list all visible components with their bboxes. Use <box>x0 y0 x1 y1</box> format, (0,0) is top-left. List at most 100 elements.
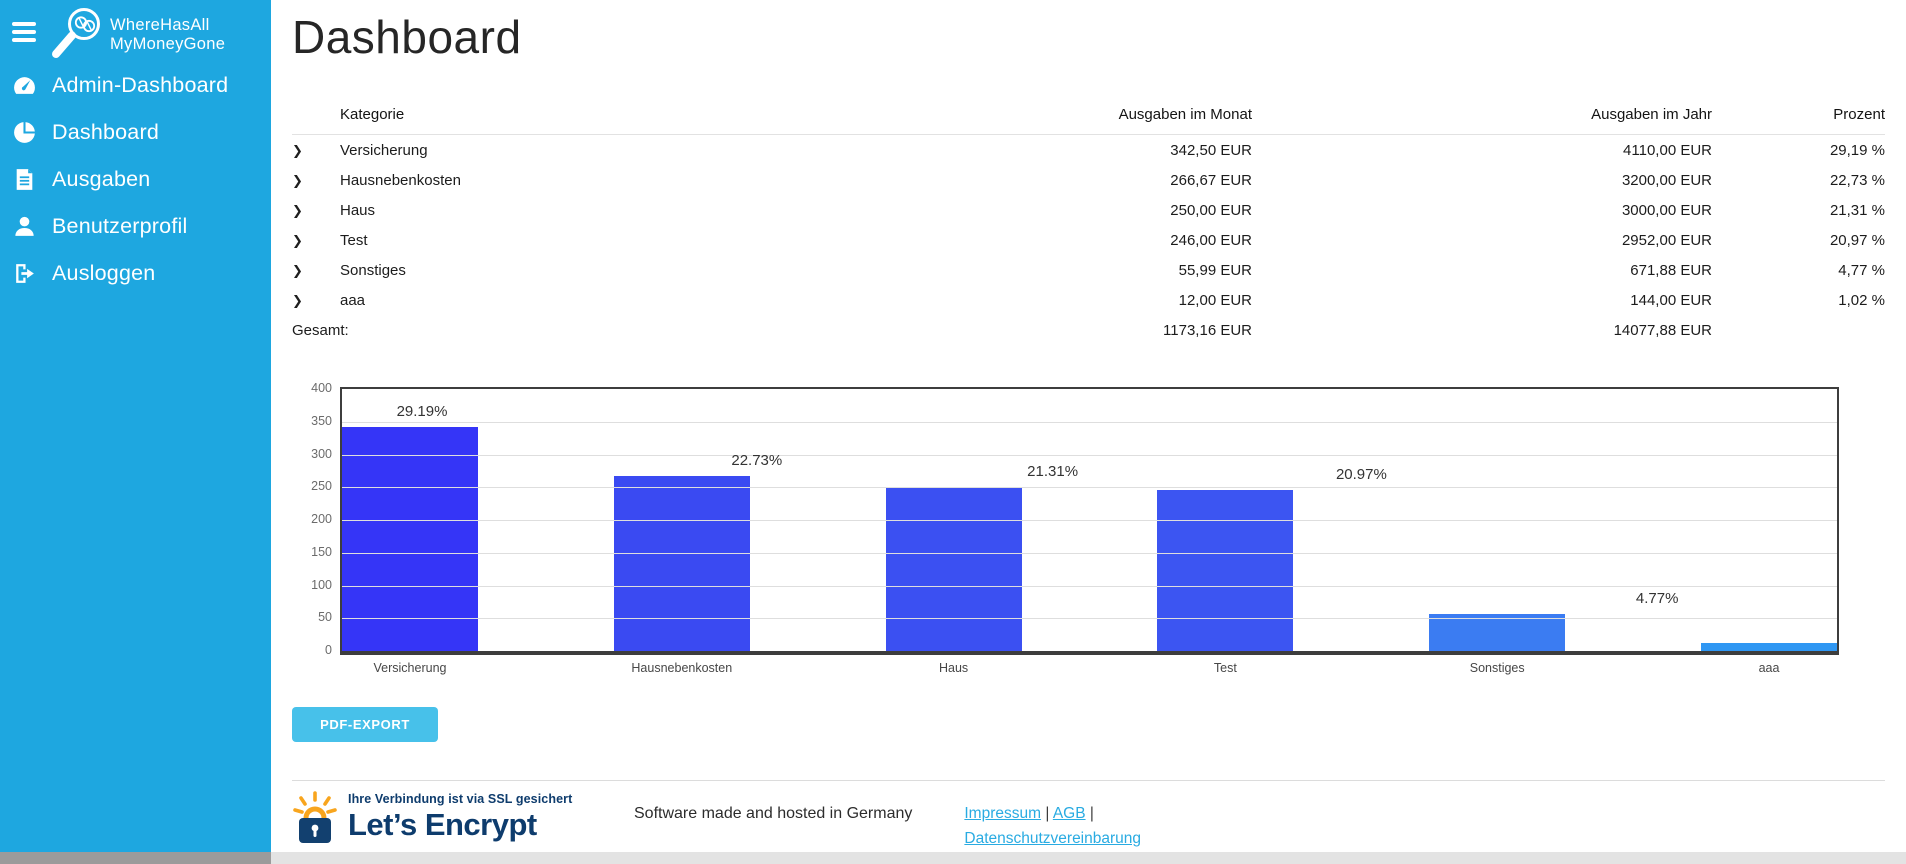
row-expand-chevron-icon[interactable]: ❯ <box>292 262 303 278</box>
y-axis-tick-label: 250 <box>311 479 332 494</box>
lets-encrypt-lock-icon <box>293 791 337 843</box>
row-kategorie: Sonstiges <box>340 261 406 279</box>
app-logo[interactable]: WhereHasAll MyMoneyGone <box>40 3 225 63</box>
row-monat: 342,50 EUR <box>1170 141 1252 159</box>
row-monat: 250,00 EUR <box>1170 201 1252 219</box>
gridline <box>342 552 1837 554</box>
total-monat: 1173,16 EUR <box>1163 321 1252 339</box>
y-axis-tick-label: 200 <box>311 512 332 526</box>
y-axis-tick-label: 50 <box>318 610 332 625</box>
table-row: ❯ aaa 12,00 EUR 144,00 EUR 1,02 % <box>292 285 1885 315</box>
y-axis-tick-label: 400 <box>311 381 332 395</box>
bar-value-label: 22.73% <box>731 452 783 470</box>
table-row: ❯ Haus 250,00 EUR 3000,00 EUR 21,31 % <box>292 195 1885 225</box>
main-content: Dashboard Kategorie Ausgaben im Monat Au… <box>271 0 1906 852</box>
row-expand-chevron-icon[interactable]: ❯ <box>292 142 303 158</box>
y-axis-tick-label: 350 <box>311 413 332 428</box>
app-logo-line1: WhereHasAll <box>110 16 210 34</box>
col-header-ausgaben-monat: Ausgaben im Monat <box>1118 105 1252 123</box>
row-monat: 266,67 EUR <box>1170 171 1252 189</box>
row-prozent: 1,02 % <box>1838 291 1885 309</box>
sidebar-item-benutzerprofil[interactable]: Benutzerprofil <box>0 203 271 250</box>
x-axis-category-label: Sonstiges <box>1469 661 1525 675</box>
gridline <box>342 454 1837 456</box>
x-axis-category-label: Haus <box>939 661 969 675</box>
sidebar-item-label: Admin-Dashboard <box>52 73 229 97</box>
sidebar-item-admin-dashboard[interactable]: Admin-Dashboard <box>0 62 271 109</box>
bar-value-label: 29.19% <box>396 402 448 420</box>
window-bottom-edge <box>0 852 1906 864</box>
gridline <box>342 421 1837 423</box>
bar-versicherung[interactable] <box>342 426 478 651</box>
row-kategorie: Versicherung <box>340 141 428 159</box>
row-kategorie: Test <box>340 231 368 249</box>
expenses-table: Kategorie Ausgaben im Monat Ausgaben im … <box>292 94 1885 345</box>
lets-encrypt-wordmark: Let’s Encrypt <box>348 807 537 842</box>
col-header-kategorie: Kategorie <box>340 105 405 123</box>
page-title: Dashboard <box>292 11 522 63</box>
row-prozent: 20,97 % <box>1829 231 1885 249</box>
table-row: ❯ Versicherung 342,50 EUR 4110,00 EUR 29,19 … <box>292 135 1885 165</box>
row-jahr: 144,00 EUR <box>1630 291 1712 309</box>
lets-encrypt-block: Ihre Verbindung ist via SSL gesichert Le… <box>292 790 592 864</box>
bar-hausnebenkosten[interactable] <box>613 476 750 651</box>
bar-aaa[interactable] <box>1701 643 1837 651</box>
pie-chart-icon <box>12 120 37 145</box>
ssl-note: Ihre Verbindung ist via SSL gesichert <box>348 792 573 806</box>
link-separator: | <box>1085 805 1094 822</box>
app-logo-text: WhereHasAll MyMoneyGone <box>110 16 225 53</box>
sidebar-item-label: Ausloggen <box>52 261 156 285</box>
table-row: ❯ Hausnebenkosten 266,67 EUR 3200,00 EUR 22,… <box>292 165 1885 195</box>
x-axis-category-label: Versicherung <box>373 661 447 675</box>
bar-test[interactable] <box>1157 489 1294 651</box>
sidebar: WhereHasAll MyMoneyGone Admin-Dashboard D… <box>0 0 271 852</box>
col-header-prozent: Prozent <box>1833 105 1885 123</box>
row-jahr: 3000,00 EUR <box>1621 201 1712 219</box>
link-separator: | <box>1041 805 1053 822</box>
row-jahr: 2952,00 EUR <box>1621 231 1712 249</box>
lets-encrypt-text: Ihre Verbindung ist via SSL gesichert Le… <box>348 790 572 864</box>
row-jahr: 3200,00 EUR <box>1621 171 1712 189</box>
x-axis-category-label: Test <box>1213 661 1237 675</box>
footer: Ihre Verbindung ist via SSL gesichert Le… <box>292 780 1885 864</box>
bar-value-label: 20.97% <box>1335 465 1387 483</box>
table-body: ❯ Versicherung 342,50 EUR 4110,00 EUR 29,19 … <box>292 135 1885 315</box>
total-jahr: 14077,88 EUR <box>1613 321 1712 339</box>
footer-link-impressum[interactable]: Impressum <box>964 805 1042 822</box>
bar-haus[interactable] <box>885 487 1022 651</box>
y-axis-tick-label: 100 <box>311 577 332 592</box>
total-label: Gesamt: <box>292 321 349 339</box>
row-expand-chevron-icon[interactable]: ❯ <box>292 232 303 248</box>
bar-sonstiges[interactable] <box>1429 614 1566 651</box>
bar-value-label: 4.77% <box>1635 590 1679 608</box>
gridline <box>342 585 1837 587</box>
app-logo-line2: MyMoneyGone <box>110 34 226 53</box>
sidebar-item-label: Dashboard <box>52 120 159 144</box>
row-expand-chevron-icon[interactable]: ❯ <box>292 292 303 308</box>
row-kategorie: Haus <box>340 201 376 219</box>
row-monat: 246,00 EUR <box>1170 231 1252 249</box>
sidebar-item-ausgaben[interactable]: Ausgaben <box>0 156 271 203</box>
sidebar-item-ausloggen[interactable]: Ausloggen <box>0 250 271 297</box>
table-row: ❯ Sonstiges 55,99 EUR 671,88 EUR 4,77 % <box>292 255 1885 285</box>
footer-link-datenschutzvereinbarung[interactable]: Datenschutzvereinbarung <box>964 830 1142 847</box>
row-kategorie: Hausnebenkosten <box>340 171 461 189</box>
sidebar-item-label: Benutzerprofil <box>52 214 188 238</box>
row-monat: 55,99 EUR <box>1178 261 1252 279</box>
gridline <box>342 520 1837 521</box>
sidebar-item-dashboard[interactable]: Dashboard <box>0 109 271 156</box>
pdf-export-button[interactable]: PDF-EXPORT <box>292 707 438 742</box>
gauge-icon <box>12 73 37 98</box>
row-expand-chevron-icon[interactable]: ❯ <box>292 202 303 218</box>
footer-link-agb[interactable]: AGB <box>1052 805 1086 822</box>
table-header-row: Kategorie Ausgaben im Monat Ausgaben im … <box>292 94 1885 135</box>
row-prozent: 4,77 % <box>1838 261 1885 279</box>
document-icon <box>12 167 37 192</box>
gridline <box>342 487 1837 489</box>
y-axis-tick-label: 300 <box>311 446 332 461</box>
sidebar-item-label: Ausgaben <box>52 167 151 191</box>
hamburger-menu-icon[interactable] <box>12 22 36 47</box>
user-icon <box>12 214 37 239</box>
row-prozent: 29,19 % <box>1829 141 1885 159</box>
row-expand-chevron-icon[interactable]: ❯ <box>292 172 303 188</box>
